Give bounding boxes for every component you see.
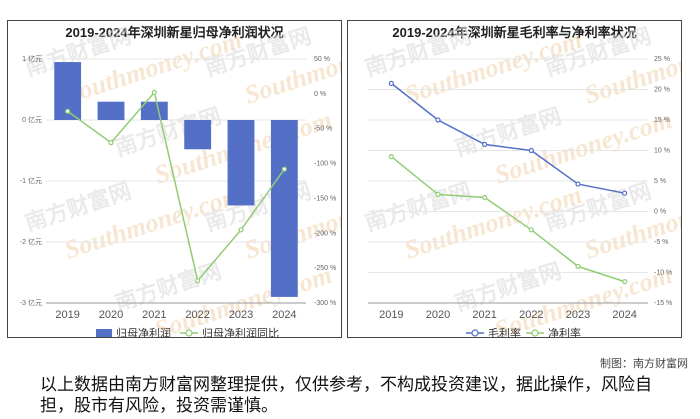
bar-2020 bbox=[97, 101, 125, 120]
y-left-tick-label: 0 亿元 bbox=[22, 115, 42, 124]
line-net-margin bbox=[390, 156, 625, 283]
point-yoy-2021 bbox=[151, 89, 157, 96]
x-tick-label: 2021 bbox=[472, 309, 496, 321]
point-gross-margin-2024 bbox=[622, 190, 628, 196]
y-right-tick-label: 5 % bbox=[654, 178, 666, 185]
point-gross-margin-2022 bbox=[528, 147, 534, 154]
line-yoy bbox=[67, 90, 285, 283]
x-tick-label: 2019 bbox=[55, 309, 79, 321]
bar-2023 bbox=[227, 120, 255, 206]
point-net-margin-2019 bbox=[388, 154, 394, 160]
legend-label-line: 归母净利润同比 bbox=[202, 326, 279, 338]
point-net-margin-2020 bbox=[435, 191, 441, 198]
x-tick-label: 2023 bbox=[566, 309, 590, 321]
point-net-margin-2021 bbox=[482, 194, 488, 201]
y-right-tick-label: -100 % bbox=[314, 161, 336, 168]
y-left-tick-label: -1 亿元 bbox=[20, 176, 42, 185]
y-right-tick-label: 10 % bbox=[654, 148, 670, 155]
x-tick-label: 2019 bbox=[379, 309, 403, 321]
y-right-tick-label: 0 % bbox=[654, 209, 666, 216]
point-gross-margin-2019 bbox=[388, 80, 394, 87]
x-tick-label: 2023 bbox=[229, 309, 253, 321]
y-right-tick-label: 15 % bbox=[654, 117, 670, 124]
y-left-tick-label: 1 亿元 bbox=[22, 54, 42, 63]
y-right-tick-label: 25 % bbox=[654, 56, 670, 63]
legend-label-bar: 归母净利润 bbox=[116, 326, 171, 338]
y-right-tick-label: -300 % bbox=[314, 300, 336, 307]
point-gross-margin-2021 bbox=[482, 141, 488, 148]
right-chart-title: 2019-2024年深圳新星毛利率与净利率状况 bbox=[392, 25, 637, 40]
point-gross-margin-2020 bbox=[435, 117, 441, 123]
bar-2022 bbox=[184, 120, 212, 150]
x-tick-label: 2020 bbox=[426, 309, 450, 321]
point-yoy-2020 bbox=[108, 140, 114, 146]
legend-label-gross: 毛利率 bbox=[488, 326, 521, 338]
x-tick-label: 2024 bbox=[272, 309, 296, 321]
x-tick-label: 2020 bbox=[99, 309, 123, 321]
left-chart-panel: 2019-2024年深圳新星归母净利润状况 南方财富网 Southmoney.co… bbox=[7, 20, 342, 338]
y-right-tick-label: 20 % bbox=[654, 87, 670, 94]
x-tick-label: 2024 bbox=[612, 309, 636, 321]
left-chart-svg: 南方财富网Southmoney.com南方财富网Southmoney.com南方… bbox=[20, 23, 341, 338]
y-right-tick-label: -15 % bbox=[654, 300, 672, 307]
y-right-tick-label: 50 % bbox=[314, 56, 330, 63]
y-right-tick-label: -250 % bbox=[314, 265, 336, 272]
y-left-tick-label: -2 亿元 bbox=[20, 237, 42, 246]
disclaimer-text: 以上数据由南方财富网整理提供，仅供参考，不构成投资建议，据此操作，风险自担，股市… bbox=[40, 375, 652, 415]
y-right-tick-label: -150 % bbox=[314, 195, 336, 202]
point-yoy-2023 bbox=[238, 227, 244, 233]
legend-marker-line bbox=[185, 329, 193, 337]
y-right-tick-label: -50 % bbox=[314, 126, 332, 133]
right-chart-svg: 南方财富网Southmoney.com南方财富网Southmoney.com南方… bbox=[362, 23, 681, 338]
point-yoy-2019 bbox=[65, 108, 71, 114]
x-tick-label: 2021 bbox=[142, 309, 166, 321]
y-right-tick-label: 0 % bbox=[314, 91, 326, 98]
point-yoy-2022 bbox=[195, 278, 201, 284]
y-right-tick-label: -5 % bbox=[654, 239, 668, 246]
line-gross-margin bbox=[390, 82, 625, 194]
y-right-tick-label: -200 % bbox=[314, 230, 336, 237]
chart-credit: 制图：南方财富网 bbox=[600, 358, 688, 370]
point-yoy-2024 bbox=[281, 166, 287, 172]
point-net-margin-2023 bbox=[575, 263, 581, 269]
legend-swatch-bar bbox=[96, 329, 112, 337]
point-gross-margin-2023 bbox=[575, 181, 581, 187]
legend-marker-net bbox=[531, 329, 539, 337]
legend-marker-gross bbox=[471, 329, 479, 337]
legend-label-net: 净利率 bbox=[548, 326, 581, 338]
x-tick-label: 2022 bbox=[519, 309, 543, 321]
bar-2021 bbox=[140, 101, 168, 120]
point-net-margin-2024 bbox=[622, 279, 628, 285]
left-chart-title: 2019-2024年深圳新星归母净利润状况 bbox=[65, 25, 284, 40]
y-right-tick-label: -10 % bbox=[654, 270, 672, 277]
point-net-margin-2022 bbox=[528, 227, 534, 233]
y-left-tick-label: -3 亿元 bbox=[20, 298, 42, 307]
bar-2024 bbox=[270, 120, 298, 297]
x-tick-label: 2022 bbox=[185, 309, 209, 321]
right-chart-panel: 2019-2024年深圳新星毛利率与净利率状况 南方财富网 Southmoney.… bbox=[347, 20, 682, 338]
